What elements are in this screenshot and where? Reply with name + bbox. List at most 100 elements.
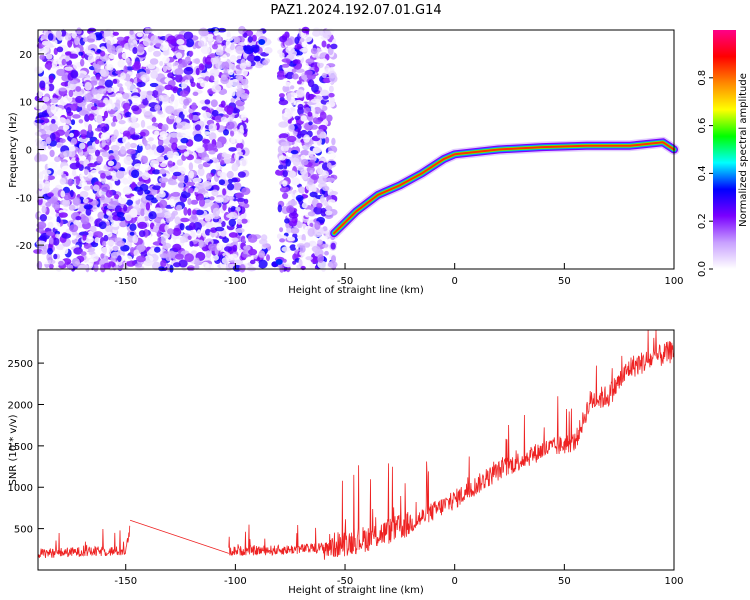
heatmap-noise-cell bbox=[237, 171, 246, 178]
heatmap-noise-cell bbox=[53, 221, 61, 230]
heatmap-noise-cell bbox=[278, 121, 289, 128]
heatmap-noise-cell bbox=[298, 186, 305, 194]
heatmap-noise-cell bbox=[300, 115, 307, 122]
snr-x-tick-label: -100 bbox=[224, 576, 247, 587]
heatmap-noise-cell bbox=[170, 94, 175, 102]
heatmap-noise-cell bbox=[98, 221, 107, 230]
heatmap-noise-cell bbox=[53, 253, 58, 260]
heatmap-noise-cell bbox=[220, 160, 225, 165]
heatmap-noise-cell bbox=[188, 113, 194, 120]
heatmap-noise-cell bbox=[162, 56, 170, 64]
heatmap-noise-cell bbox=[83, 93, 93, 103]
heatmap-noise-cell bbox=[40, 250, 48, 255]
heatmap-noise-cell bbox=[208, 132, 217, 141]
heatmap-noise-cell bbox=[317, 239, 323, 245]
heatmap-noise-cell bbox=[279, 238, 286, 243]
heatmap-noise-cell bbox=[299, 245, 306, 253]
heatmap-noise-cell bbox=[236, 136, 243, 144]
heatmap-noise-cell bbox=[139, 131, 146, 137]
heatmap-noise-cell bbox=[175, 253, 184, 260]
heatmap-noise-cell bbox=[48, 263, 54, 269]
heatmap-noise-cell bbox=[237, 128, 245, 135]
heatmap-noise-cell bbox=[239, 200, 246, 207]
heatmap-noise-cell bbox=[122, 92, 130, 100]
heatmap-noise-cell bbox=[317, 175, 328, 185]
heatmap-noise-cell bbox=[68, 204, 76, 211]
heatmap-noise-cell bbox=[313, 206, 323, 215]
heatmap-noise-cell bbox=[214, 115, 223, 123]
heatmap-noise-cell bbox=[325, 177, 336, 183]
heatmap-noise-cell bbox=[132, 47, 138, 54]
heatmap-noise-cell bbox=[235, 192, 245, 199]
heatmap-noise-cell bbox=[115, 45, 123, 54]
heatmap-noise-cell bbox=[60, 81, 70, 87]
heatmap-noise-cell bbox=[189, 241, 194, 247]
heatmap-noise-cell bbox=[283, 262, 293, 268]
heatmap-noise-cell bbox=[204, 263, 214, 272]
heatmap-noise-cell bbox=[175, 73, 183, 83]
heatmap-noise-cell bbox=[159, 162, 167, 168]
heatmap-noise-cell bbox=[312, 147, 322, 154]
heatmap-noise-cell bbox=[175, 117, 182, 123]
heatmap-noise-cell bbox=[200, 72, 207, 77]
snr-x-axis-label: Height of straight line (km) bbox=[288, 585, 424, 596]
heatmap-noise-cell bbox=[247, 234, 258, 243]
heatmap-noise-cell bbox=[88, 193, 96, 200]
heatmap-noise-cell bbox=[103, 234, 109, 242]
snr-y-tick-label: 2500 bbox=[8, 359, 33, 370]
heatmap-noise-cell bbox=[155, 212, 165, 218]
heatmap-noise-cell bbox=[82, 198, 89, 204]
heatmap-noise-cell bbox=[62, 95, 73, 103]
heatmap-noise-cell bbox=[75, 176, 80, 186]
heatmap-noise-cell bbox=[166, 62, 172, 71]
heatmap-noise-cell bbox=[279, 186, 290, 193]
heatmap-noise-cell bbox=[164, 84, 173, 91]
heatmap-noise-cell bbox=[206, 172, 212, 181]
heatmap-noise-cell bbox=[324, 136, 330, 144]
heatmap-noise-cell bbox=[222, 188, 227, 196]
heatmap-noise-cell bbox=[257, 259, 268, 269]
heatmap-noise-cell bbox=[172, 151, 179, 159]
heatmap-noise-cell bbox=[196, 195, 204, 201]
heatmap-noise-cell bbox=[241, 78, 248, 86]
heatmap-noise-cell bbox=[42, 96, 50, 102]
heatmap-noise-cell bbox=[154, 104, 161, 112]
heatmap-noise-cell bbox=[317, 134, 325, 139]
heatmap-noise-cell bbox=[230, 97, 236, 103]
heatmap-noise-cell bbox=[122, 186, 133, 195]
heatmap-noise-cell bbox=[62, 198, 70, 208]
snr-x-tick-label: -50 bbox=[337, 576, 353, 587]
heatmap-noise-cell bbox=[183, 74, 193, 80]
heatmap-x-tick-label: -150 bbox=[114, 276, 137, 287]
heatmap-noise-cell bbox=[80, 216, 90, 225]
heatmap-noise-cell bbox=[255, 63, 264, 69]
heatmap-noise-cell bbox=[210, 56, 219, 65]
heatmap-noise-cell bbox=[202, 139, 211, 144]
heatmap-noise-cell bbox=[282, 192, 289, 199]
heatmap-noise-cell bbox=[46, 105, 51, 114]
heatmap-noise-cell bbox=[258, 250, 266, 258]
heatmap-noise-cell bbox=[73, 219, 80, 226]
heatmap-noise-cell bbox=[178, 259, 188, 268]
heatmap-y-ticks: 20 10 0 -10 -20 bbox=[16, 50, 44, 252]
heatmap-noise-cell bbox=[230, 78, 240, 87]
heatmap-noise-cell bbox=[57, 117, 67, 126]
heatmap-noise-cell bbox=[208, 123, 218, 132]
heatmap-noise-cell bbox=[246, 54, 256, 62]
heatmap-noise-cell bbox=[93, 231, 104, 239]
heatmap-noise-cell bbox=[137, 221, 148, 229]
heatmap-noise-cell bbox=[46, 252, 53, 262]
heatmap-noise-cell bbox=[127, 84, 137, 92]
heatmap-noise-cell bbox=[91, 98, 99, 104]
heatmap-noise-cell bbox=[194, 158, 203, 164]
heatmap-noise-cell bbox=[47, 221, 54, 229]
heatmap-x-tick-label: 100 bbox=[664, 276, 683, 287]
heatmap-noise-cell bbox=[225, 39, 231, 49]
heatmap-noise-cell bbox=[310, 174, 320, 180]
heatmap-noise-cell bbox=[210, 99, 218, 108]
heatmap-noise-cell bbox=[241, 112, 247, 121]
heatmap-noise-cell bbox=[103, 29, 111, 37]
heatmap-noise-cell bbox=[330, 43, 338, 50]
heatmap-noise-cell bbox=[278, 164, 284, 170]
heatmap-noise-cell bbox=[105, 221, 110, 227]
